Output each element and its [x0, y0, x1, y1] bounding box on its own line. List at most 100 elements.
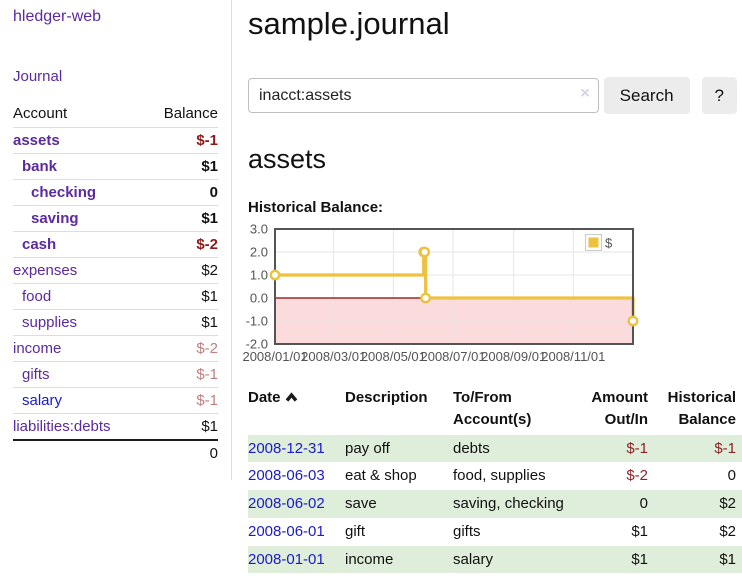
search-input[interactable]: [248, 78, 599, 113]
svg-text:-1.0: -1.0: [246, 314, 268, 329]
register-header-balance: Historical Balance: [667, 389, 736, 428]
register-table: Date Description To/From Account(s) Amou…: [248, 384, 742, 574]
account-link[interactable]: supplies: [22, 314, 78, 331]
transaction-date-link[interactable]: 2008-06-02: [248, 495, 325, 512]
account-row: saving $1: [13, 205, 218, 232]
help-button[interactable]: ?: [701, 77, 737, 114]
brand-link[interactable]: hledger-web: [13, 8, 102, 25]
sort-ascending-icon: [285, 387, 298, 409]
register-header-accounts: To/From Account(s): [453, 389, 532, 428]
balance-chart[interactable]: $3.0 2.0 1.0 0.0 -1.0 -2.0 2008/01/01 2008/03/0…: [242, 222, 737, 368]
search-form: × Search ?: [248, 77, 737, 114]
account-balance: $-2: [144, 335, 218, 362]
account-balance: $1: [144, 205, 218, 232]
transaction-amount: $1: [631, 522, 648, 540]
account-link[interactable]: assets: [13, 132, 60, 149]
svg-text:2008/03/01: 2008/03/01: [301, 349, 366, 364]
account-link[interactable]: food: [22, 288, 52, 305]
register-header-amount: Amount Out/In: [591, 389, 648, 428]
transaction-accounts: saving, checking: [453, 495, 564, 512]
search-button[interactable]: Search: [603, 77, 690, 114]
transaction-row: 2008-06-02 save saving, checking 0 $2: [248, 490, 742, 518]
account-row: checking 0: [13, 179, 218, 206]
account-balance: $1: [144, 413, 218, 440]
transaction-balance: $2: [719, 522, 736, 540]
svg-text:2.0: 2.0: [250, 245, 268, 260]
account-row: supplies $1: [13, 309, 218, 336]
register-header-date[interactable]: Date: [248, 384, 345, 435]
chart-title: Historical Balance:: [248, 199, 384, 216]
account-balance: $2: [144, 257, 218, 284]
account-heading: assets: [248, 144, 327, 174]
page-title: sample.journal: [248, 6, 450, 41]
transaction-date-link[interactable]: 2008-06-03: [248, 467, 325, 485]
transaction-accounts: debts: [453, 439, 490, 457]
account-link[interactable]: cash: [22, 236, 57, 253]
accounts-header-balance: Balance: [144, 101, 218, 128]
accounts-header-account: Account: [13, 101, 145, 128]
svg-text:3.0: 3.0: [250, 222, 268, 237]
account-row: gifts $-1: [13, 361, 218, 388]
account-link[interactable]: saving: [31, 210, 79, 227]
transaction-date-link[interactable]: 2008-06-01: [248, 522, 325, 540]
account-link[interactable]: checking: [31, 184, 97, 201]
transaction-amount: $1: [631, 550, 648, 568]
sidebar-item-journal[interactable]: Journal: [13, 68, 63, 85]
account-balance: $-2: [144, 231, 218, 258]
account-link[interactable]: gifts: [22, 366, 50, 383]
accounts-table: Account Balance assets $-1 bank $1 check…: [13, 101, 218, 466]
transaction-date-link[interactable]: 2008-12-31: [248, 439, 325, 457]
account-link[interactable]: salary: [22, 392, 63, 409]
transaction-row: 2008-01-01 income salary $1 $1: [248, 545, 742, 574]
accounts-table-header-row: Account Balance: [13, 101, 218, 128]
register-header-date-label: Date: [248, 389, 281, 406]
svg-text:0.0: 0.0: [250, 291, 268, 306]
transaction-date-link[interactable]: 2008-01-01: [248, 550, 325, 568]
svg-text:2008/01/01: 2008/01/01: [242, 349, 307, 364]
transaction-row: 2008-06-01 gift gifts $1 $2: [248, 518, 742, 546]
transaction-balance: $1: [719, 550, 736, 568]
accounts-total-row: 0: [13, 439, 218, 466]
transaction-row: 2008-06-03 eat & shop food, supplies $-2…: [248, 462, 742, 490]
account-row: bank $1: [13, 153, 218, 180]
sidebar: hledger-web Journal Account Balance asse…: [0, 0, 232, 480]
account-row: expenses $2: [13, 257, 218, 284]
svg-text:1.0: 1.0: [250, 268, 268, 283]
account-balance: $-1: [196, 132, 218, 149]
transaction-amount: $-2: [626, 467, 648, 485]
account-row: food $1: [13, 283, 218, 310]
account-row: assets $-1: [13, 128, 218, 154]
account-link[interactable]: expenses: [13, 262, 78, 279]
transaction-accounts: food, supplies: [453, 467, 546, 485]
account-row: salary $-1: [13, 387, 218, 414]
register-header-description: Description: [345, 389, 428, 406]
account-link[interactable]: liabilities:debts: [13, 418, 111, 435]
register-header-row: Date Description To/From Account(s) Amou…: [248, 384, 742, 435]
account-balance: 0: [144, 179, 218, 206]
transaction-description: eat & shop: [345, 467, 417, 485]
transaction-balance: $2: [719, 495, 736, 512]
clear-search-icon[interactable]: ×: [580, 85, 590, 102]
transaction-row: 2008-12-31 pay off debts $-1 $-1: [248, 434, 742, 463]
transaction-accounts: salary: [453, 550, 494, 568]
transaction-balance: 0: [727, 467, 736, 485]
accounts-total-balance: 0: [144, 439, 218, 466]
transaction-description: income: [345, 550, 394, 568]
account-link[interactable]: income: [13, 340, 62, 357]
account-link[interactable]: bank: [22, 158, 58, 175]
account-balance: $1: [144, 153, 218, 180]
transaction-accounts: gifts: [453, 522, 481, 540]
account-balance: $1: [144, 283, 218, 310]
transaction-description: save: [345, 495, 377, 512]
transaction-description: gift: [345, 522, 366, 540]
svg-text:2008/05/01: 2008/05/01: [361, 349, 426, 364]
svg-text:-2.0: -2.0: [246, 337, 268, 352]
account-balance: $-1: [144, 361, 218, 388]
account-row: liabilities:debts $1: [13, 413, 218, 440]
account-row: cash $-2: [13, 231, 218, 258]
account-balance: $1: [144, 309, 218, 336]
svg-text:2008/09/01: 2008/09/01: [481, 349, 546, 364]
transaction-balance: $-1: [714, 439, 736, 457]
svg-text:2008/11/01: 2008/11/01: [541, 349, 605, 364]
main-content: sample.journal × Search ? assets Histori…: [242, 0, 742, 574]
